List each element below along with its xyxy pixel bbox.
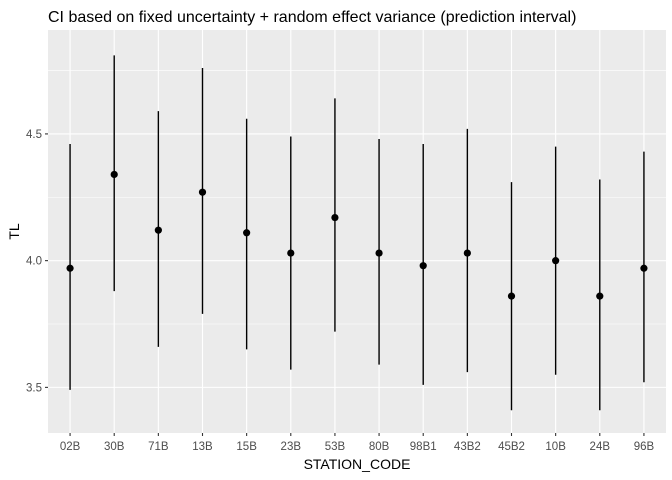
x-tick-label: 13B [192,441,213,453]
x-axis-ticks: 02B 30B 71B 13B 15B 23B 53B 80B 98B1 43B2 45B2 10B 2… [60,433,655,453]
estimate-point [243,229,251,237]
estimate-point [507,292,516,300]
estimate-point [154,226,162,234]
estimate-point [66,264,74,272]
x-tick-label: 30B [104,441,125,453]
x-tick-label: 80B [369,441,390,453]
x-tick-label: 24B [590,441,611,453]
x-tick-label: 02B [60,441,81,453]
x-tick-label: 43B2 [454,441,481,453]
estimate-point [375,249,383,257]
estimate-point [463,249,471,257]
x-tick-label: 15B [236,441,257,453]
minor-gridlines [48,70,666,325]
y-axis-ticks: 3.5 4.0 4.5 [26,129,48,394]
x-tick-label: 71B [148,441,169,453]
x-tick-label: 96B [634,441,655,453]
x-axis-title: STATION_CODE [304,456,411,472]
estimate-point [110,170,118,179]
x-tick-label: 98B1 [410,441,437,453]
x-tick-label: 10B [545,441,566,453]
plot-panel [48,30,666,433]
x-tick-label: 23B [281,441,302,453]
chart-title: CI based on fixed uncertainty + random e… [48,9,576,26]
estimate-point [640,264,648,272]
estimate-point [331,213,339,222]
estimate-point [552,257,560,265]
y-tick-label: 4.5 [26,129,42,141]
x-tick-label: 53B [325,441,346,453]
estimate-point [419,262,427,270]
estimate-point [287,249,295,257]
y-axis-title: TL [6,223,22,240]
point-ranges [66,55,648,411]
y-tick-label: 3.5 [26,382,42,394]
estimate-point [198,188,207,196]
estimate-point [596,292,604,300]
x-tick-label: 45B2 [498,441,525,453]
y-tick-label: 4.0 [26,256,42,268]
